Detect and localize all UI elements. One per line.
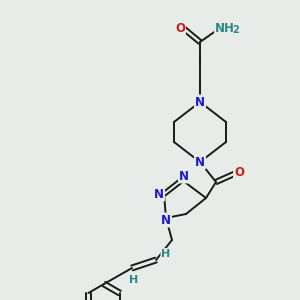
Text: O: O <box>234 167 244 179</box>
Text: O: O <box>175 22 185 34</box>
Text: N: N <box>154 188 164 200</box>
Text: N: N <box>179 169 189 182</box>
Text: N: N <box>195 155 205 169</box>
Text: H: H <box>129 275 139 285</box>
Text: N: N <box>195 95 205 109</box>
Text: N: N <box>161 214 171 226</box>
Text: 2: 2 <box>232 25 239 35</box>
Text: H: H <box>161 249 171 259</box>
Text: NH: NH <box>215 22 235 34</box>
